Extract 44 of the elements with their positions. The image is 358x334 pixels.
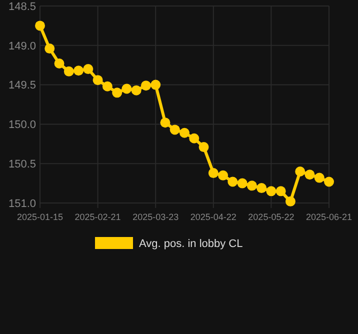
point: [246, 180, 257, 191]
point: [35, 20, 45, 31]
point: [198, 142, 209, 152]
point: [314, 172, 324, 183]
point: [64, 66, 74, 76]
point: [170, 124, 180, 135]
point: [54, 58, 64, 69]
y-tick-label: 149.5: [8, 80, 36, 92]
legend-label: Avg. pos. in lobby CL: [139, 238, 243, 250]
point: [112, 88, 122, 98]
x-tick-label: 2025-05-22: [248, 212, 294, 222]
point: [122, 84, 132, 94]
y-tick-label: 149.0: [8, 40, 36, 52]
point: [285, 196, 296, 206]
point: [237, 178, 248, 188]
point: [266, 186, 276, 196]
x-tick-label: 2025-03-23: [132, 212, 179, 222]
point: [208, 168, 218, 178]
point: [295, 166, 306, 176]
point: [140, 80, 151, 91]
y-tick-label: 150.0: [8, 119, 36, 132]
x-tick-label: 2025-01-15: [16, 212, 64, 222]
point: [228, 176, 238, 187]
point: [74, 66, 84, 76]
point: [92, 75, 103, 86]
point: [44, 44, 55, 54]
y-tick-label: 150.5: [8, 158, 36, 170]
x-tick-label: 2025-04-22: [190, 212, 236, 222]
y-tick-label: 151.0: [8, 198, 36, 210]
point: [189, 133, 200, 144]
point: [304, 170, 315, 180]
point: [160, 118, 170, 128]
x-tick-label: 2025-06-21: [306, 212, 352, 222]
x-tick-label: 2025-02-21: [74, 212, 121, 222]
point: [218, 170, 228, 180]
point: [150, 80, 161, 90]
point: [276, 186, 286, 196]
point: [131, 85, 142, 96]
point: [180, 128, 190, 138]
y-tick-label: 148.5: [8, 0, 36, 13]
point: [324, 176, 334, 187]
point: [102, 81, 112, 92]
point: [256, 183, 267, 194]
point: [83, 64, 94, 74]
